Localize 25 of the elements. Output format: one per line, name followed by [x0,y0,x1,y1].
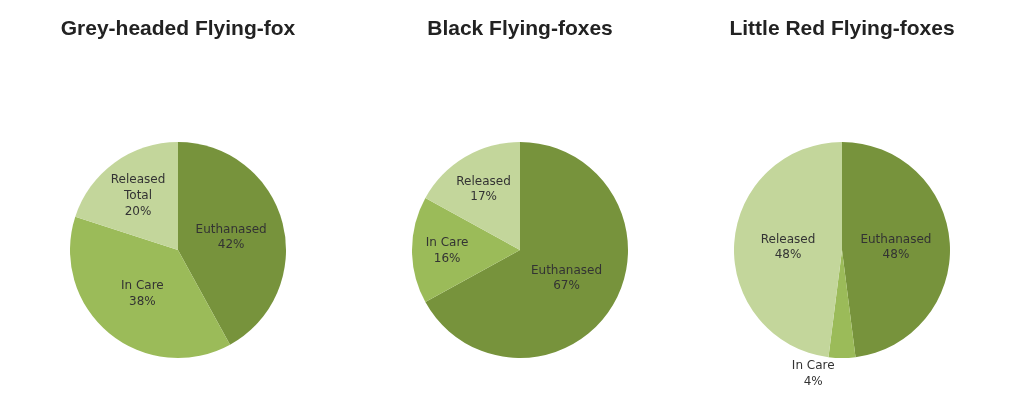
pie-slice [425,142,628,358]
slice-label: Released [456,173,511,188]
data-label: 67% [553,278,580,293]
chart-title: Grey-headed Flying-fox [60,16,296,40]
slice-label: Euthanased [860,231,932,246]
data-label: 16% [433,250,461,265]
data-label: 20% [124,203,152,218]
slice-label: Released Total [110,172,166,202]
slice-label: In Care [425,235,469,250]
data-label: 42% [217,237,245,252]
pie-slice [425,142,520,250]
pie-slice [178,142,286,345]
data-label: 48% [774,247,802,262]
chart-title: Little Red Flying-foxes [729,16,955,40]
data-label: 48% [882,247,910,262]
pie-slice [75,142,178,250]
data-label: 38% [128,293,156,308]
data-label: 17% [470,189,497,204]
slice-label: Euthanased [195,221,267,236]
slice-label: In Care [120,278,164,293]
chart-title: Black Flying-foxes [427,16,613,40]
slice-label: Released [760,231,816,246]
data-label: 4% [803,373,823,388]
slice-label: Euthanased [530,262,603,277]
slice-label: In Care [791,358,835,372]
